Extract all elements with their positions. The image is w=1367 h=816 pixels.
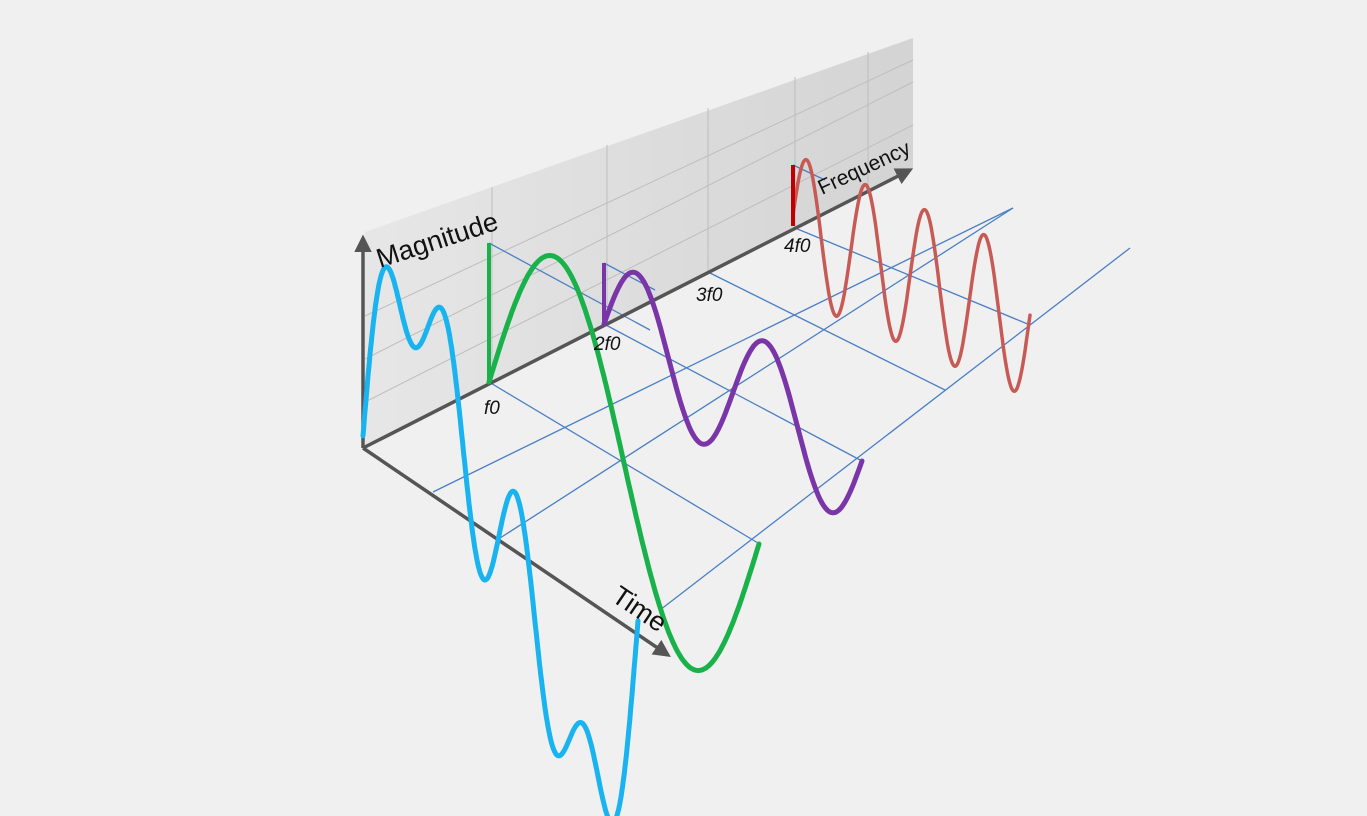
spectrum-bars <box>487 165 795 382</box>
tick-3f0: 3f0 <box>696 285 723 306</box>
floor-grid-line <box>707 271 946 391</box>
time-axis-line <box>362 446 671 657</box>
wave-f0 <box>486 253 762 673</box>
floor-grid-line <box>792 164 826 181</box>
waveforms <box>360 157 1032 816</box>
tick-f0: f0 <box>484 398 500 419</box>
floor-grid-line <box>496 207 1014 541</box>
wave-2f0 <box>601 269 865 516</box>
floor-grid-line <box>794 227 1031 326</box>
tick-2f0: 2f0 <box>593 334 621 355</box>
panel-grid <box>364 52 914 403</box>
floor-grid-line <box>659 247 1131 611</box>
wave-composite <box>360 264 641 816</box>
wave-4f0 <box>791 157 1032 394</box>
tick-4f0: 4f0 <box>784 236 811 257</box>
floor-grid-line <box>432 207 1014 493</box>
